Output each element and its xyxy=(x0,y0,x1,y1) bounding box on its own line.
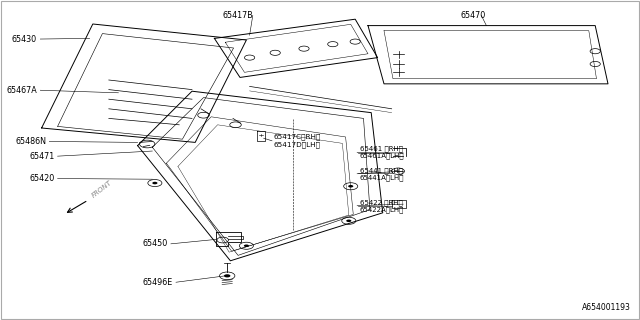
Circle shape xyxy=(152,182,157,184)
Text: 65471: 65471 xyxy=(29,152,54,161)
Text: 65470: 65470 xyxy=(461,11,486,20)
Text: 65467A: 65467A xyxy=(6,86,37,95)
Circle shape xyxy=(346,220,351,222)
Polygon shape xyxy=(214,19,378,77)
Circle shape xyxy=(244,244,249,247)
Text: 65496E: 65496E xyxy=(143,278,173,287)
Text: 65450: 65450 xyxy=(143,239,168,248)
Text: FRONT: FRONT xyxy=(91,179,113,198)
Text: 65422 〈RH〉: 65422 〈RH〉 xyxy=(360,199,403,205)
Polygon shape xyxy=(42,24,246,142)
Text: 65422A〈LH〉: 65422A〈LH〉 xyxy=(360,206,404,212)
Polygon shape xyxy=(58,34,234,139)
Text: 65441 〈RH〉: 65441 〈RH〉 xyxy=(360,167,403,173)
Text: 65461 〈RH〉: 65461 〈RH〉 xyxy=(360,146,403,152)
Circle shape xyxy=(224,274,230,277)
Text: 65430: 65430 xyxy=(12,35,37,44)
Text: 65461A〈LH〉: 65461A〈LH〉 xyxy=(360,153,404,159)
Polygon shape xyxy=(368,26,608,84)
Text: 65420: 65420 xyxy=(29,174,54,183)
Text: A654001193: A654001193 xyxy=(582,303,630,312)
Text: 65417B: 65417B xyxy=(223,11,253,20)
Text: 65417D〈LH〉: 65417D〈LH〉 xyxy=(273,141,320,148)
Text: 65441A〈LH〉: 65441A〈LH〉 xyxy=(360,174,404,180)
Text: 65417C〈RH〉: 65417C〈RH〉 xyxy=(273,134,321,140)
Circle shape xyxy=(348,185,353,188)
Text: 65486N: 65486N xyxy=(15,137,46,146)
Polygon shape xyxy=(138,91,383,261)
